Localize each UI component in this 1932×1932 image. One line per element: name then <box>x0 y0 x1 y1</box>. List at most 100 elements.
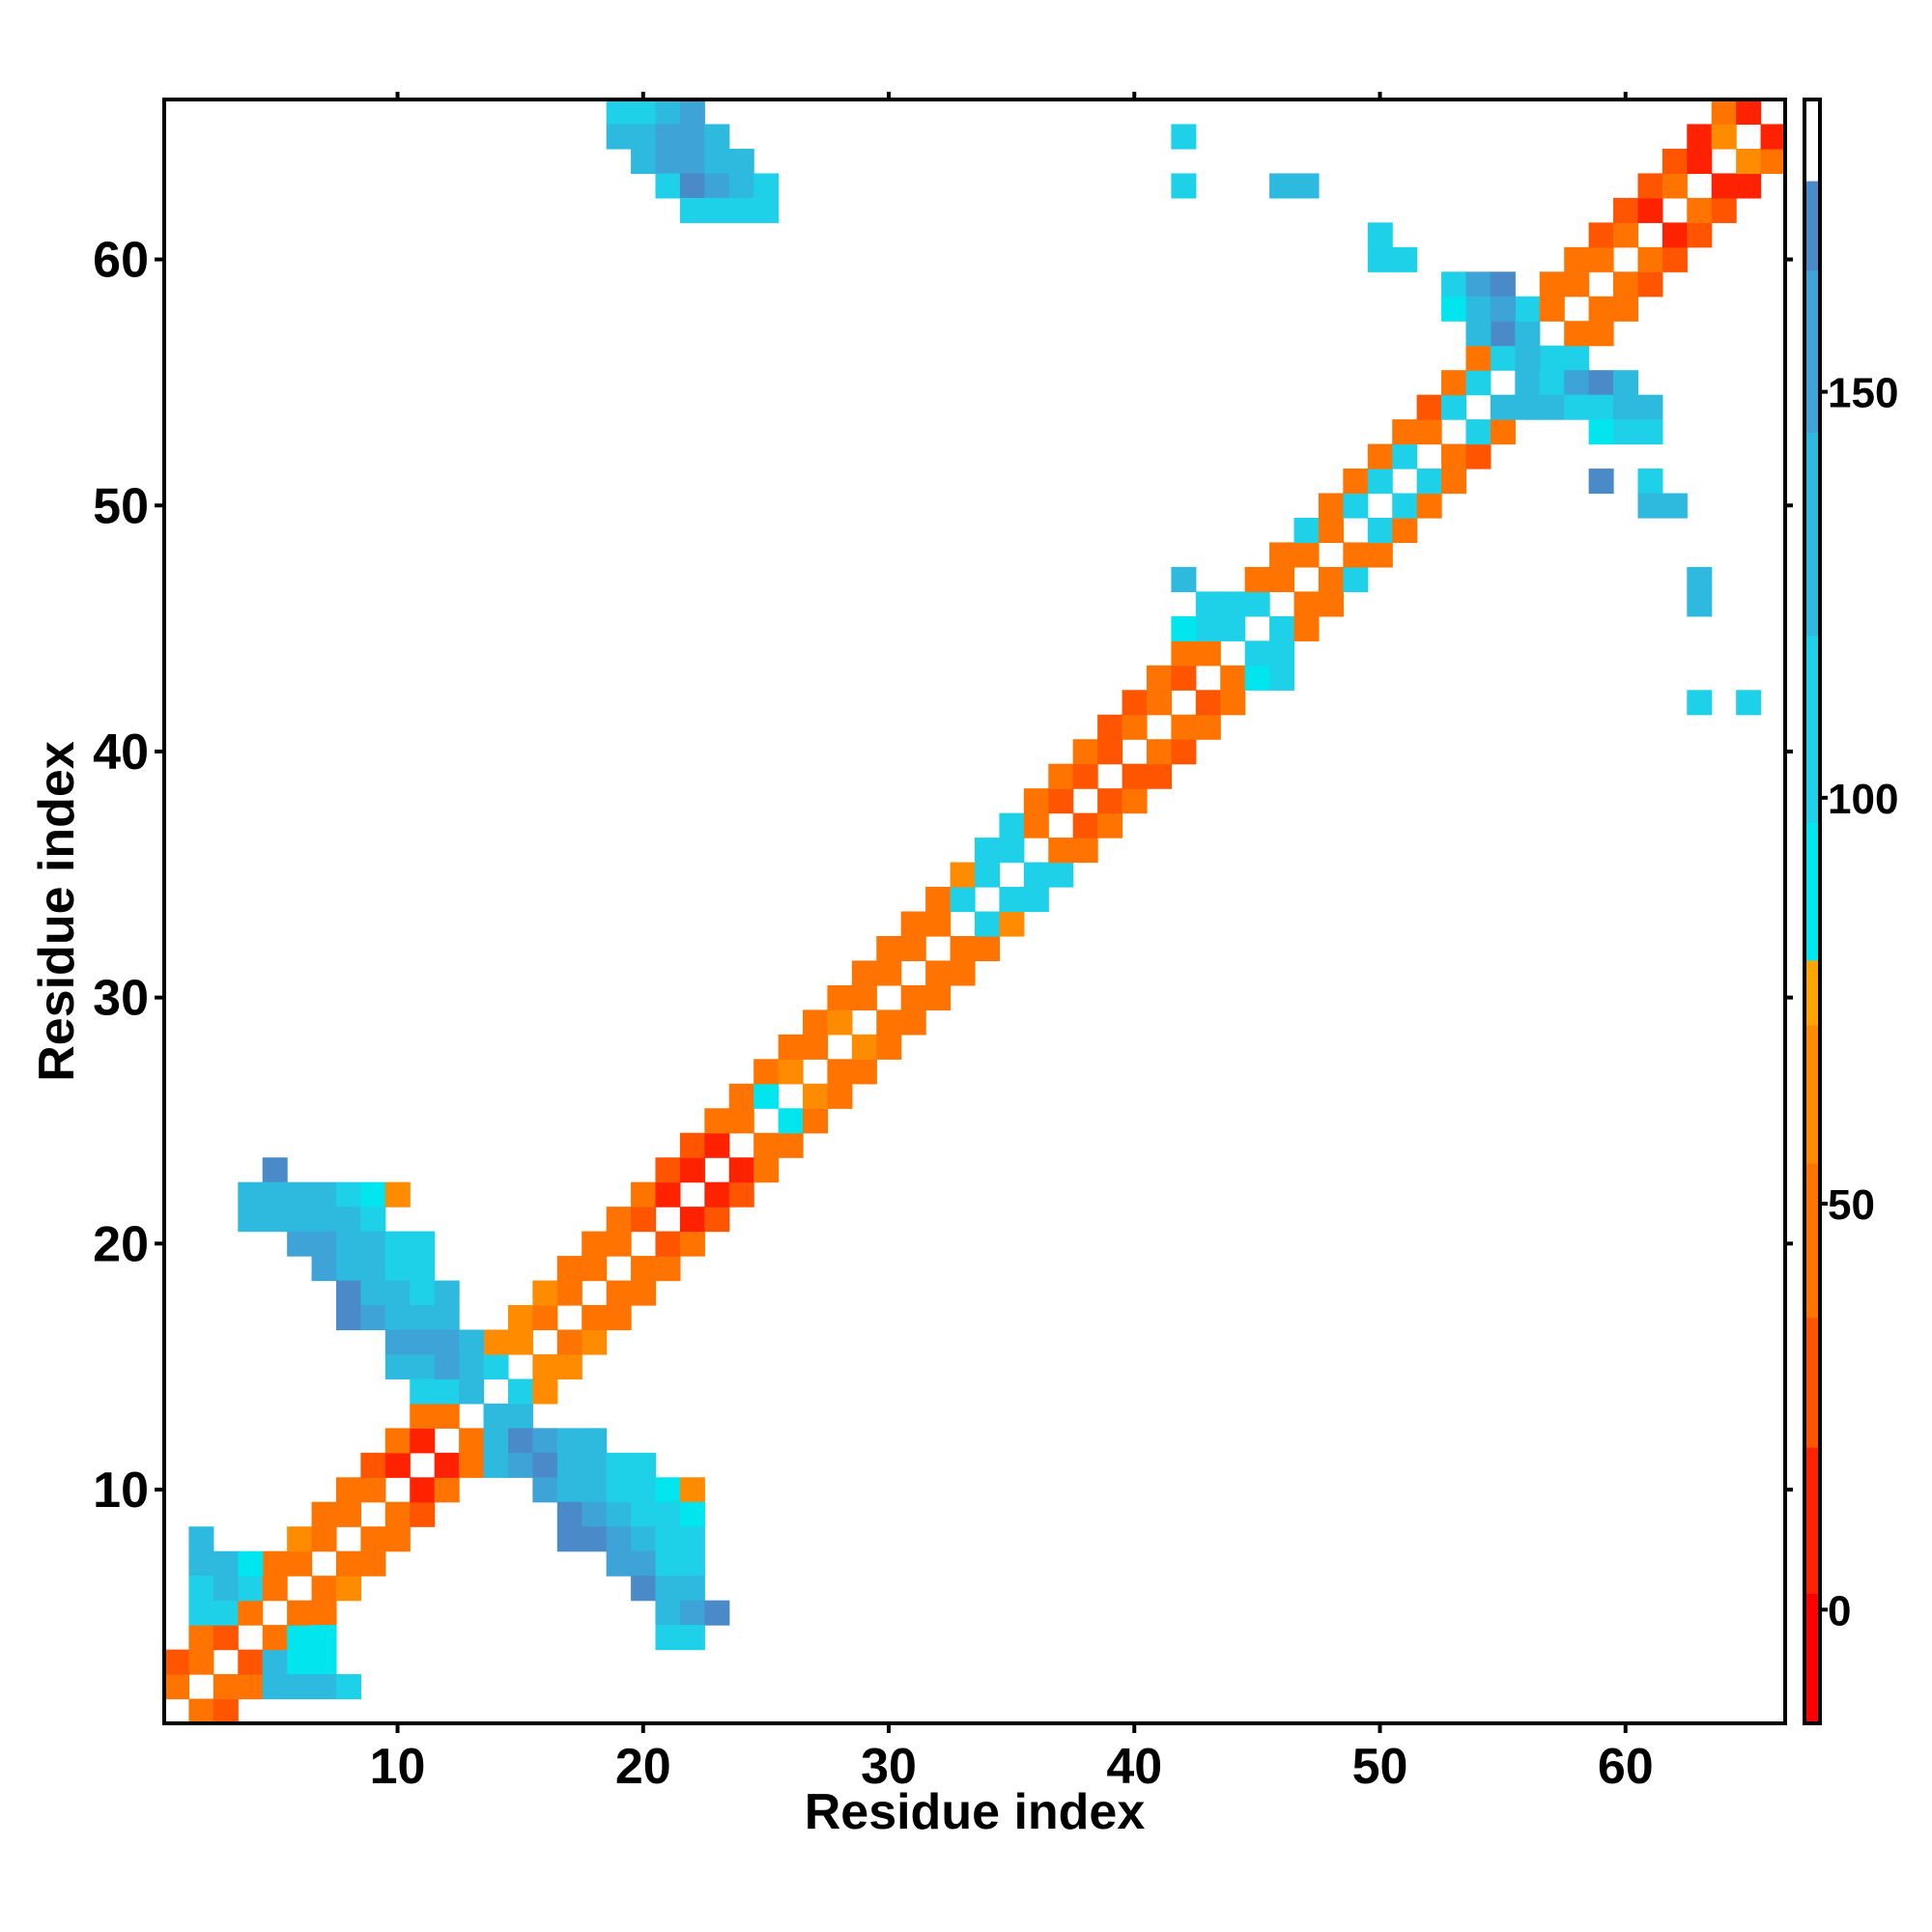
heatmap-cell <box>631 148 657 175</box>
heatmap-cell <box>606 124 632 150</box>
heatmap-cell <box>213 1550 239 1577</box>
heatmap-cell <box>532 1477 558 1503</box>
heatmap-cell <box>1687 591 1713 617</box>
heatmap-cell <box>1171 665 1197 691</box>
heatmap-cell <box>679 1576 705 1602</box>
heatmap-cell <box>213 1576 239 1602</box>
heatmap-cell <box>1465 443 1492 469</box>
colorbar-band <box>1806 99 1818 182</box>
heatmap-cell <box>1662 246 1688 272</box>
heatmap-cell <box>213 1625 239 1651</box>
heatmap-cell <box>238 1576 264 1602</box>
heatmap-cell <box>238 1600 264 1626</box>
heatmap-cell <box>1392 246 1418 272</box>
heatmap-cell <box>1048 788 1074 814</box>
heatmap-cell <box>1613 271 1639 298</box>
colorbar-band <box>1806 432 1818 637</box>
heatmap-cell <box>1564 370 1590 396</box>
heatmap-cell <box>1662 173 1688 199</box>
heatmap-cell <box>238 1207 264 1233</box>
heatmap-cell <box>1392 493 1418 519</box>
heatmap-cell <box>679 1231 705 1257</box>
heatmap-cell <box>532 1280 558 1306</box>
heatmap-cell <box>532 1305 558 1331</box>
heatmap-cell <box>1318 591 1344 617</box>
heatmap-cell <box>606 1305 632 1331</box>
x-tick-label: 20 <box>615 1739 671 1795</box>
heatmap-cell <box>1736 99 1762 126</box>
heatmap-cell <box>1367 246 1393 272</box>
heatmap-cell <box>360 1181 386 1208</box>
heatmap-cell <box>1343 493 1369 519</box>
heatmap-cell <box>507 1403 533 1429</box>
y-tick-label: 40 <box>93 724 149 781</box>
heatmap-cell <box>925 887 952 913</box>
heatmap-cell <box>213 1674 239 1700</box>
heatmap-cell <box>925 960 952 986</box>
colorbar-band <box>1806 1447 1818 1595</box>
heatmap-cell <box>1023 812 1049 838</box>
heatmap-cell <box>679 1625 705 1651</box>
heatmap-cell <box>606 1526 632 1552</box>
heatmap-cell <box>287 1649 313 1675</box>
heatmap-cell <box>876 1009 902 1036</box>
heatmap-cell <box>311 1674 337 1700</box>
heatmap-cell <box>384 1501 411 1527</box>
heatmap-cell <box>459 1329 485 1355</box>
colorbar-band <box>1806 635 1818 823</box>
heatmap-cell <box>679 148 705 175</box>
heatmap-cell <box>1564 394 1590 420</box>
heatmap-cell <box>1662 222 1688 248</box>
plot-frame <box>162 98 1787 1725</box>
heatmap-cell <box>1465 296 1492 322</box>
heatmap-cell <box>384 1329 411 1355</box>
heatmap-cell <box>311 1576 337 1602</box>
heatmap-cell <box>1637 197 1663 223</box>
heatmap-cell <box>679 1501 705 1527</box>
heatmap-cell <box>728 1157 754 1183</box>
heatmap-cell <box>1465 345 1492 371</box>
heatmap-cell <box>556 1428 582 1454</box>
heatmap-cell <box>1392 443 1418 469</box>
heatmap-cell <box>238 1550 264 1577</box>
heatmap-cell <box>1441 370 1467 396</box>
colorbar-band <box>1806 1025 1818 1164</box>
heatmap-cell <box>655 173 681 199</box>
heatmap-cell <box>1367 517 1393 544</box>
heatmap-cell <box>434 1305 460 1331</box>
heatmap-cell <box>1588 222 1614 248</box>
heatmap-cell <box>384 1526 411 1552</box>
heatmap-cell <box>631 1501 657 1527</box>
heatmap-cell <box>410 1256 436 1282</box>
heatmap-cell <box>335 1477 361 1503</box>
heatmap-cell <box>1318 493 1344 519</box>
heatmap-cell <box>1588 370 1614 396</box>
heatmap-cell <box>1146 739 1172 765</box>
heatmap-cell <box>238 1181 264 1208</box>
heatmap-cell <box>360 1477 386 1503</box>
heatmap-cell <box>434 1452 460 1478</box>
heatmap-cell <box>753 1059 780 1085</box>
heatmap-cell <box>728 1181 754 1208</box>
heatmap-cell <box>384 1280 411 1306</box>
heatmap-cell <box>631 1477 657 1503</box>
colorbar-band <box>1806 1163 1818 1319</box>
heatmap-cell <box>1367 443 1393 469</box>
heatmap-cell <box>1318 517 1344 544</box>
heatmap-cell <box>975 862 1001 888</box>
heatmap-cell <box>655 99 681 126</box>
heatmap-cell <box>655 124 681 150</box>
heatmap-cell <box>950 862 976 888</box>
heatmap-cell <box>410 1403 436 1429</box>
heatmap-cell <box>1171 739 1197 765</box>
heatmap-cell <box>631 1181 657 1208</box>
heatmap-cell <box>655 1600 681 1626</box>
heatmap-cell <box>1539 271 1565 298</box>
heatmap-cell <box>704 1207 730 1233</box>
heatmap-cell <box>679 197 705 223</box>
heatmap-cell <box>360 1452 386 1478</box>
heatmap-cell <box>1637 394 1663 420</box>
colorbar-tick-label: 50 <box>1828 1181 1875 1229</box>
heatmap-cell <box>655 1181 681 1208</box>
heatmap-cell <box>384 1181 411 1208</box>
